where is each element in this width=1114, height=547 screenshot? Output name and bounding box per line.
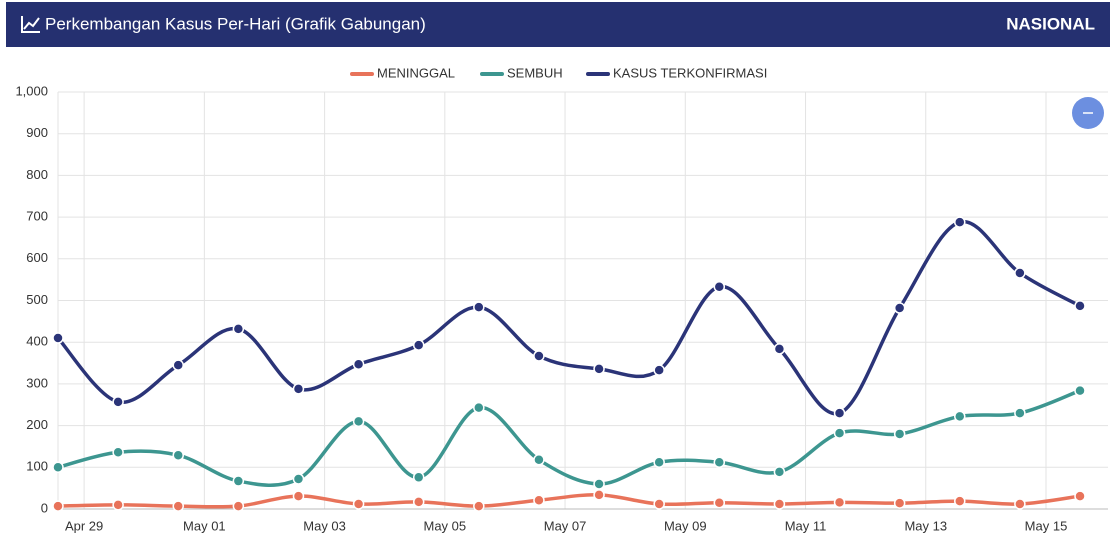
data-point [292, 383, 305, 395]
y-tick-label: 300 [26, 375, 48, 390]
legend-label: SEMBUH [507, 65, 563, 80]
data-point [713, 496, 726, 509]
data-point [232, 475, 245, 487]
data-point [833, 427, 846, 439]
data-point [352, 415, 365, 428]
data-point [773, 466, 786, 478]
data-point [232, 323, 245, 335]
data-point [172, 500, 184, 512]
data-point [52, 500, 64, 512]
data-point [52, 332, 64, 344]
data-point [1014, 498, 1026, 510]
x-tick-label: May 11 [785, 518, 827, 533]
legend-label: KASUS TERKONFIRMASI [613, 65, 767, 80]
data-point [833, 407, 846, 419]
data-point [893, 302, 906, 314]
legend-label: MENINGGAL [377, 65, 455, 80]
data-point [52, 461, 64, 474]
x-tick-label: May 13 [904, 518, 947, 533]
data-point [473, 301, 485, 313]
data-point [954, 216, 966, 228]
x-tick-label: May 09 [664, 518, 707, 533]
data-point [1014, 267, 1026, 279]
data-point [1074, 384, 1086, 397]
data-point [112, 499, 124, 511]
x-tick-label: May 05 [424, 518, 467, 533]
data-point [713, 456, 726, 469]
data-point [533, 494, 545, 506]
x-tick-label: May 07 [544, 518, 587, 533]
data-point [172, 359, 184, 371]
x-tick-label: May 03 [303, 518, 346, 533]
data-point [292, 490, 305, 502]
data-point [473, 500, 485, 512]
zoom-reset-button[interactable] [1072, 97, 1104, 129]
x-tick-label: May 15 [1025, 518, 1068, 533]
series-line [56, 219, 1081, 416]
y-tick-label: 0 [41, 500, 48, 515]
data-point [473, 401, 485, 414]
data-point [1074, 490, 1086, 502]
data-point [533, 350, 545, 362]
x-tick-label: Apr 29 [65, 518, 103, 533]
y-tick-label: 400 [26, 334, 48, 349]
header-bar [6, 2, 1110, 47]
data-point [1014, 407, 1026, 419]
data-point [593, 489, 605, 501]
y-tick-label: 600 [26, 250, 48, 265]
data-point [773, 343, 786, 355]
data-point [773, 498, 786, 510]
data-point [954, 495, 966, 507]
data-point [593, 478, 605, 490]
y-tick-label: 800 [26, 167, 48, 182]
data-point [232, 500, 245, 512]
data-point [1074, 300, 1086, 312]
chart-icon [21, 16, 40, 33]
data-point [893, 497, 906, 509]
data-point [653, 456, 665, 469]
data-point [533, 454, 545, 466]
y-tick-label: 700 [26, 209, 48, 224]
data-point [412, 471, 425, 484]
data-point [112, 396, 124, 408]
data-point [653, 498, 665, 510]
data-point [893, 428, 906, 440]
y-tick-label: 1,000 [15, 83, 48, 98]
data-point [112, 446, 124, 459]
data-point [593, 363, 605, 375]
data-point [172, 449, 184, 461]
series-line [57, 388, 1081, 487]
y-tick-label: 900 [26, 125, 48, 140]
data-point [954, 410, 966, 423]
data-point [833, 496, 846, 509]
data-point [713, 280, 726, 293]
data-point [412, 496, 425, 508]
y-tick-label: 500 [26, 292, 48, 307]
data-point [412, 339, 425, 351]
x-tick-label: May 01 [183, 518, 226, 533]
data-point [352, 358, 365, 371]
data-point [653, 364, 665, 376]
y-tick-label: 100 [26, 459, 48, 474]
y-tick-label: 200 [26, 417, 48, 432]
data-point [292, 473, 305, 485]
series-line [57, 493, 1081, 509]
header-title: Perkembangan Kasus Per-Hari (Grafik Gabu… [45, 14, 426, 33]
header-badge: NASIONAL [1006, 14, 1095, 33]
data-point [352, 498, 365, 510]
